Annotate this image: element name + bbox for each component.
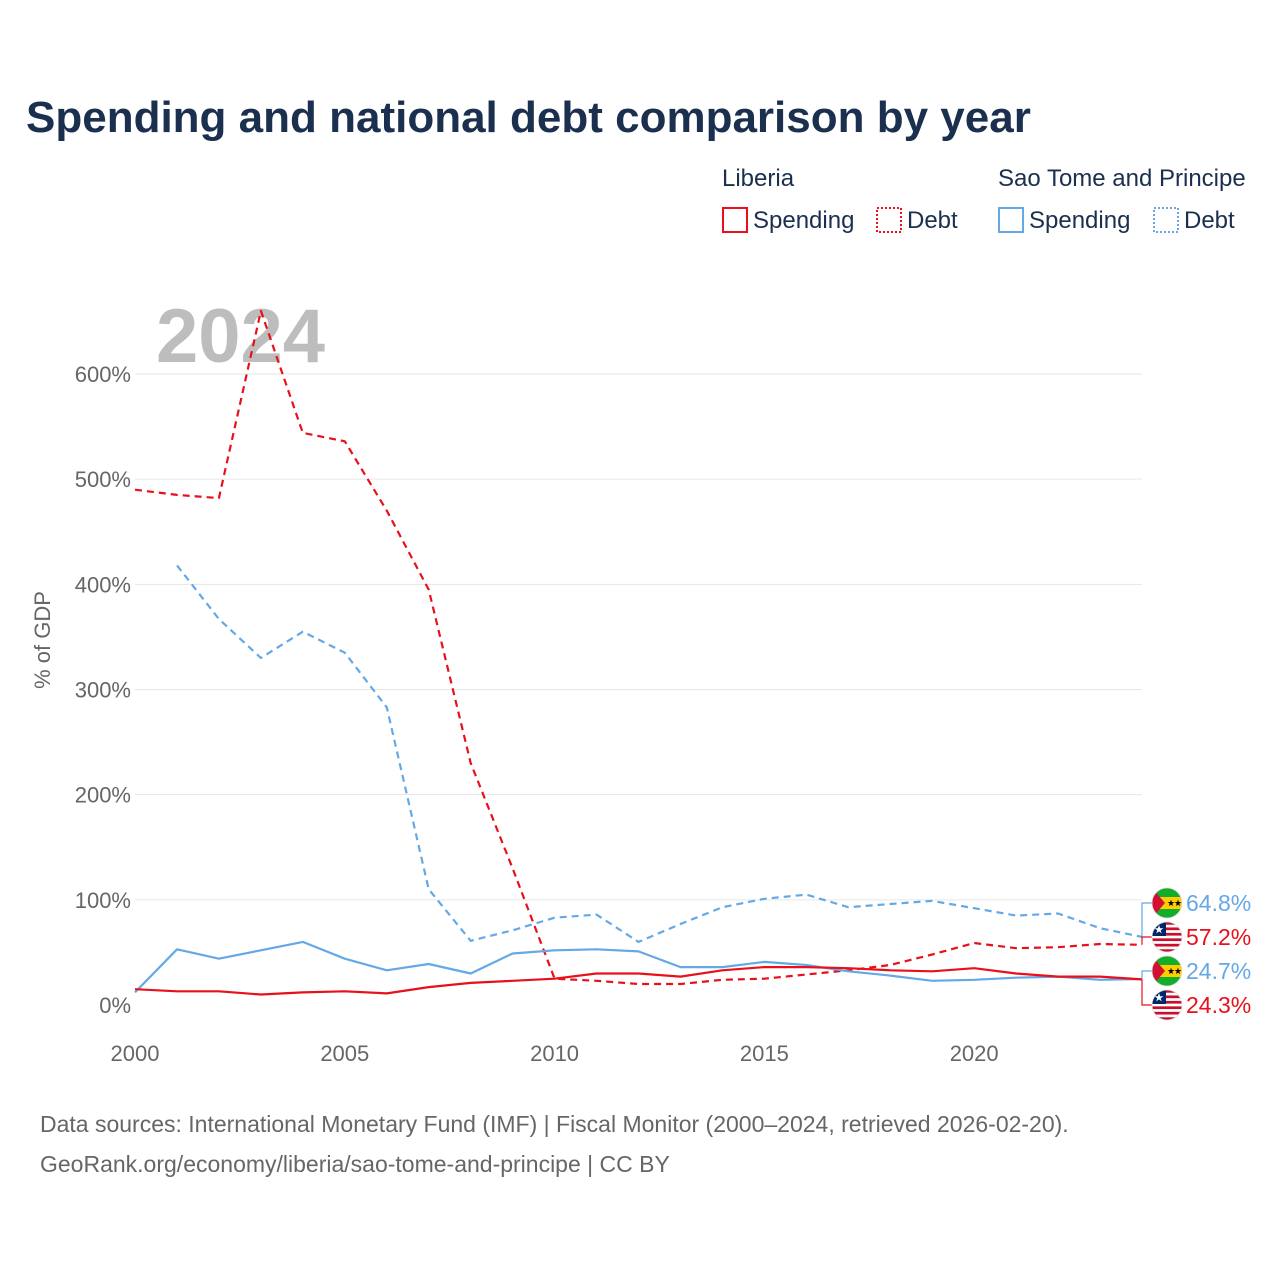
end-label-value: 64.8% <box>1186 890 1251 916</box>
end-label-connector <box>1141 936 1152 945</box>
y-tick-label: 100% <box>75 888 131 913</box>
legend: Liberia Spending Debt Sao Tome and Princ… <box>722 165 1246 234</box>
series-line-liberia-debt[interactable] <box>134 309 1143 986</box>
y-tick-label: 600% <box>75 362 131 387</box>
x-tick-label: 2000 <box>111 1041 160 1066</box>
y-axis-label: % of GDP <box>30 591 55 689</box>
legend-swatch-sao-tome-spending[interactable] <box>998 207 1024 233</box>
legend-swatch-sao-tome-debt[interactable] <box>1153 207 1179 233</box>
y-tick-label: 0% <box>99 993 131 1018</box>
x-tick-label: 2010 <box>530 1041 579 1066</box>
legend-group-liberia: Liberia <box>722 165 795 192</box>
sao-tome-flag <box>1151 887 1183 919</box>
end-labels: 64.8% 57.2% 24.7% 24.3% <box>1141 887 1251 1021</box>
year-label: 2024 <box>156 294 325 379</box>
legend-group-sao-tome: Sao Tome and Principe <box>998 165 1246 192</box>
x-tick-label: 2020 <box>950 1041 999 1066</box>
x-tick-label: 2005 <box>320 1041 369 1066</box>
end-label-value: 24.7% <box>1186 958 1251 984</box>
end-label-value: 24.3% <box>1186 992 1251 1018</box>
grid <box>135 373 1142 901</box>
end-label-connector <box>1141 970 1152 979</box>
y-axis-ticks: 0% 100% 200% 300% 400% 500% 600% <box>75 362 131 1018</box>
source-line-2[interactable]: GeoRank.org/economy/liberia/sao-tome-and… <box>40 1151 670 1177</box>
sao-tome-flag <box>1151 955 1183 987</box>
y-tick-label: 400% <box>75 572 131 597</box>
chart-title: Spending and national debt comparison by… <box>26 93 1031 142</box>
legend-swatch-liberia-debt[interactable] <box>876 207 902 233</box>
x-tick-label: 2015 <box>740 1041 789 1066</box>
end-label-connector <box>1141 979 1152 1006</box>
series-lines <box>134 309 1143 996</box>
legend-label-liberia-debt[interactable]: Debt <box>907 207 958 234</box>
source-line-1: Data sources: International Monetary Fun… <box>40 1111 1069 1137</box>
y-tick-label: 500% <box>75 467 131 492</box>
legend-label-sao-tome-spending[interactable]: Spending <box>1029 207 1130 234</box>
series-line-sao-tome-and-principe-debt[interactable] <box>176 564 1143 944</box>
series-line-liberia-spending[interactable] <box>134 965 1143 996</box>
y-tick-label: 200% <box>75 783 131 808</box>
liberia-flag <box>1151 989 1183 1021</box>
liberia-flag <box>1151 921 1183 953</box>
end-label-connector <box>1141 902 1152 937</box>
end-label-value: 57.2% <box>1186 924 1251 950</box>
x-axis-ticks: 2000 2005 2010 2015 2020 <box>111 1041 999 1066</box>
series-line-sao-tome-and-principe-spending[interactable] <box>134 940 1143 994</box>
y-tick-label: 300% <box>75 678 131 703</box>
legend-label-sao-tome-debt[interactable]: Debt <box>1184 207 1235 234</box>
legend-swatch-liberia-spending[interactable] <box>722 207 748 233</box>
legend-label-liberia-spending[interactable]: Spending <box>753 207 854 234</box>
